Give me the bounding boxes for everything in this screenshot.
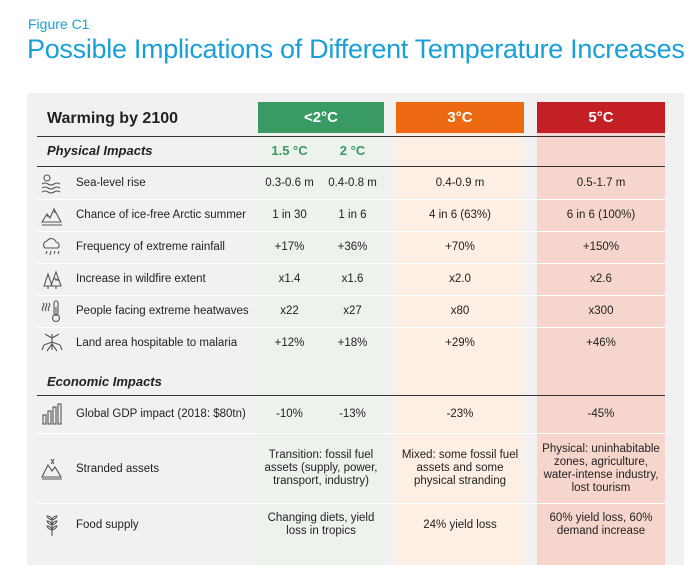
subheader-2c: 2 °C xyxy=(339,143,366,158)
row-label: Food supply xyxy=(76,519,139,531)
stranded-assets-icon xyxy=(39,455,65,481)
cell-3c: 24% yield loss xyxy=(423,518,497,531)
cell-3c: -23% xyxy=(446,408,474,420)
figure-title: Possible Implications of Different Tempe… xyxy=(27,34,685,64)
cell-3c: 4 in 6 (63%) xyxy=(428,208,491,221)
row-label: Increase in wildfire extent xyxy=(76,273,206,285)
cell-1-5c: +17% xyxy=(274,240,305,253)
row-separator xyxy=(37,503,665,504)
cell-2c: x27 xyxy=(343,304,362,317)
cell-5c: 60% yield loss, 60% demand increase xyxy=(549,512,653,537)
cell-5c: x2.6 xyxy=(590,272,612,285)
cell-1-5c: x22 xyxy=(280,304,299,317)
cell-3c: +29% xyxy=(445,336,475,349)
row-label: Sea-level rise xyxy=(76,177,146,189)
cell-2c: +18% xyxy=(337,336,368,349)
row-separator xyxy=(37,433,665,434)
cell-5c: 6 in 6 (100%) xyxy=(566,208,636,221)
column-header-3c: 3°C xyxy=(396,102,524,133)
cell-2c: +36% xyxy=(337,240,368,253)
figure-label: Figure C1 xyxy=(28,16,90,32)
physical-section-divider xyxy=(37,166,665,167)
row-separator xyxy=(37,295,665,296)
row-label: Stranded assets xyxy=(76,463,160,475)
row-label: Global GDP impact (2018: $80tn) xyxy=(76,408,246,420)
cell-3c: +70% xyxy=(445,240,475,253)
cell-below-2c: Changing diets, yield loss in tropics xyxy=(267,512,375,537)
cell-5c: +150% xyxy=(582,240,620,253)
cell-2c: 0.4-0.8 m xyxy=(328,176,377,189)
cell-5c: -45% xyxy=(587,408,615,420)
cell-1-5c: +12% xyxy=(274,336,305,349)
column-background-below-2c xyxy=(258,102,384,565)
cell-5c: Physical: uninhabitable zones, agricultu… xyxy=(542,442,660,494)
column-background-3c xyxy=(396,102,524,565)
economic-section-divider xyxy=(37,395,665,396)
cell-below-2c: Transition: fossil fuel assets (supply, … xyxy=(264,449,378,487)
cell-3c: x80 xyxy=(450,304,470,317)
cell-2c: -13% xyxy=(339,408,366,420)
cell-2c: 1 in 6 xyxy=(338,208,367,221)
column-background-5c xyxy=(537,102,665,565)
cell-5c: +46% xyxy=(586,336,616,349)
cell-3c: 0.4-0.9 m xyxy=(435,176,485,189)
cell-2c: x1.6 xyxy=(341,272,364,285)
row-label: Frequency of extreme rainfall xyxy=(76,241,225,253)
column-header-below-2c: <2°C xyxy=(258,102,384,133)
warming-by-2100-label: Warming by 2100 xyxy=(47,110,179,127)
cell-3c: x2.0 xyxy=(449,272,471,285)
mosquito-icon xyxy=(39,330,65,356)
wheat-food-icon xyxy=(39,512,65,538)
section-economic-impacts: Economic Impacts xyxy=(47,374,162,389)
cell-1-5c: -10% xyxy=(276,408,303,420)
row-label: People facing extreme heatwaves xyxy=(76,305,249,317)
rain-cloud-icon xyxy=(39,234,65,260)
cell-3c: Mixed: some fossil fuel assets and some … xyxy=(401,449,519,487)
cell-1-5c: x1.4 xyxy=(278,272,301,285)
row-label: Land area hospitable to malaria xyxy=(76,337,238,349)
row-separator xyxy=(37,263,665,264)
wildfire-icon xyxy=(39,266,65,292)
row-separator xyxy=(37,327,665,328)
subheader-1-5c: 1.5 °C xyxy=(271,143,308,158)
cell-5c: 0.5-1.7 m xyxy=(576,176,626,189)
cell-1-5c: 0.3-0.6 m xyxy=(265,176,314,189)
header-divider xyxy=(37,136,665,137)
row-label: Chance of ice-free Arctic summer xyxy=(76,209,247,221)
gdp-bar-chart-icon xyxy=(39,401,65,427)
row-separator xyxy=(37,231,665,232)
column-header-5c: 5°C xyxy=(537,102,665,133)
cell-5c: x300 xyxy=(588,304,614,317)
section-physical-impacts: Physical Impacts xyxy=(47,143,153,158)
heatwave-thermometer-icon xyxy=(39,298,65,324)
cell-1-5c: 1 in 30 xyxy=(272,208,307,221)
arctic-ice-icon xyxy=(39,202,65,228)
row-separator xyxy=(37,199,665,200)
sea-level-icon xyxy=(39,170,65,196)
